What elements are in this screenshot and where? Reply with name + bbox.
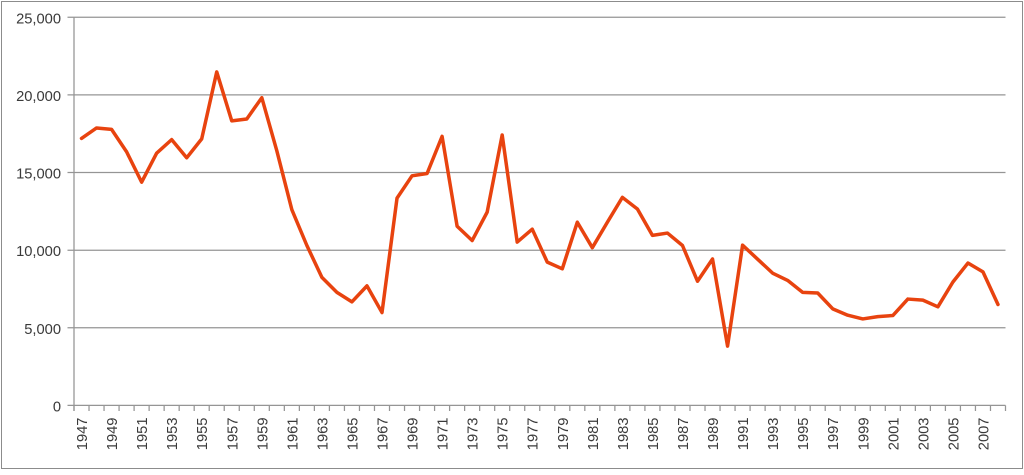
svg-text:10,000: 10,000 xyxy=(16,244,61,260)
svg-text:2001: 2001 xyxy=(886,418,902,451)
svg-text:2007: 2007 xyxy=(976,418,992,451)
svg-text:1947: 1947 xyxy=(75,418,91,451)
svg-text:1957: 1957 xyxy=(225,418,241,451)
svg-text:1949: 1949 xyxy=(105,418,121,451)
svg-text:1979: 1979 xyxy=(556,418,572,451)
svg-text:1967: 1967 xyxy=(376,418,392,451)
svg-text:1951: 1951 xyxy=(135,418,151,451)
svg-text:1995: 1995 xyxy=(796,418,812,451)
svg-text:1955: 1955 xyxy=(195,418,211,451)
svg-text:1953: 1953 xyxy=(165,418,181,451)
svg-text:5,000: 5,000 xyxy=(24,322,61,338)
svg-text:1981: 1981 xyxy=(586,418,602,451)
svg-text:1975: 1975 xyxy=(496,418,512,451)
svg-text:20,000: 20,000 xyxy=(16,89,61,105)
svg-text:25,000: 25,000 xyxy=(16,11,61,27)
svg-text:1991: 1991 xyxy=(736,418,752,451)
svg-text:1985: 1985 xyxy=(646,418,662,451)
svg-text:1989: 1989 xyxy=(706,418,722,451)
svg-text:2005: 2005 xyxy=(946,418,962,451)
svg-text:1969: 1969 xyxy=(406,418,422,451)
svg-text:1983: 1983 xyxy=(616,418,632,451)
svg-text:1965: 1965 xyxy=(345,418,361,451)
svg-text:1999: 1999 xyxy=(856,418,872,451)
svg-text:1961: 1961 xyxy=(285,418,301,451)
svg-text:15,000: 15,000 xyxy=(16,167,61,183)
svg-text:1959: 1959 xyxy=(255,418,271,451)
svg-text:2003: 2003 xyxy=(916,418,932,451)
svg-text:1973: 1973 xyxy=(466,418,482,451)
svg-text:1977: 1977 xyxy=(526,418,542,451)
svg-text:1963: 1963 xyxy=(315,418,331,451)
svg-text:1993: 1993 xyxy=(766,418,782,451)
svg-text:1987: 1987 xyxy=(676,418,692,451)
svg-text:1971: 1971 xyxy=(436,418,452,451)
svg-text:1997: 1997 xyxy=(826,418,842,451)
svg-text:0: 0 xyxy=(53,399,61,415)
